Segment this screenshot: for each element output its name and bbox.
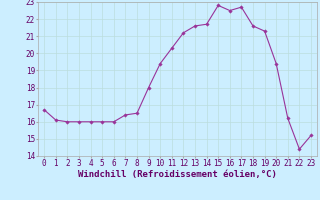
X-axis label: Windchill (Refroidissement éolien,°C): Windchill (Refroidissement éolien,°C) [78,170,277,179]
